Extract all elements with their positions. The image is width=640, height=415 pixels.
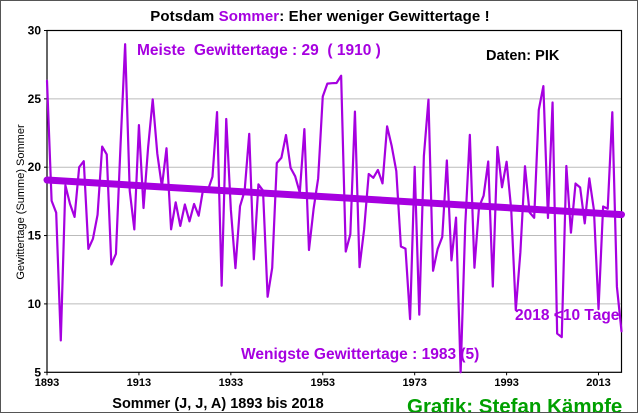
svg-text:1993: 1993 — [494, 377, 518, 389]
svg-text:20: 20 — [28, 160, 42, 174]
svg-text:2013: 2013 — [586, 377, 610, 389]
svg-text:10: 10 — [28, 297, 42, 311]
svg-text:15: 15 — [28, 229, 42, 243]
svg-text:30: 30 — [28, 24, 42, 38]
svg-text:25: 25 — [28, 92, 42, 106]
svg-text:1953: 1953 — [311, 377, 335, 389]
svg-text:1913: 1913 — [127, 377, 151, 389]
svg-text:1933: 1933 — [219, 377, 243, 389]
svg-text:1893: 1893 — [35, 377, 59, 389]
svg-text:1973: 1973 — [402, 377, 426, 389]
